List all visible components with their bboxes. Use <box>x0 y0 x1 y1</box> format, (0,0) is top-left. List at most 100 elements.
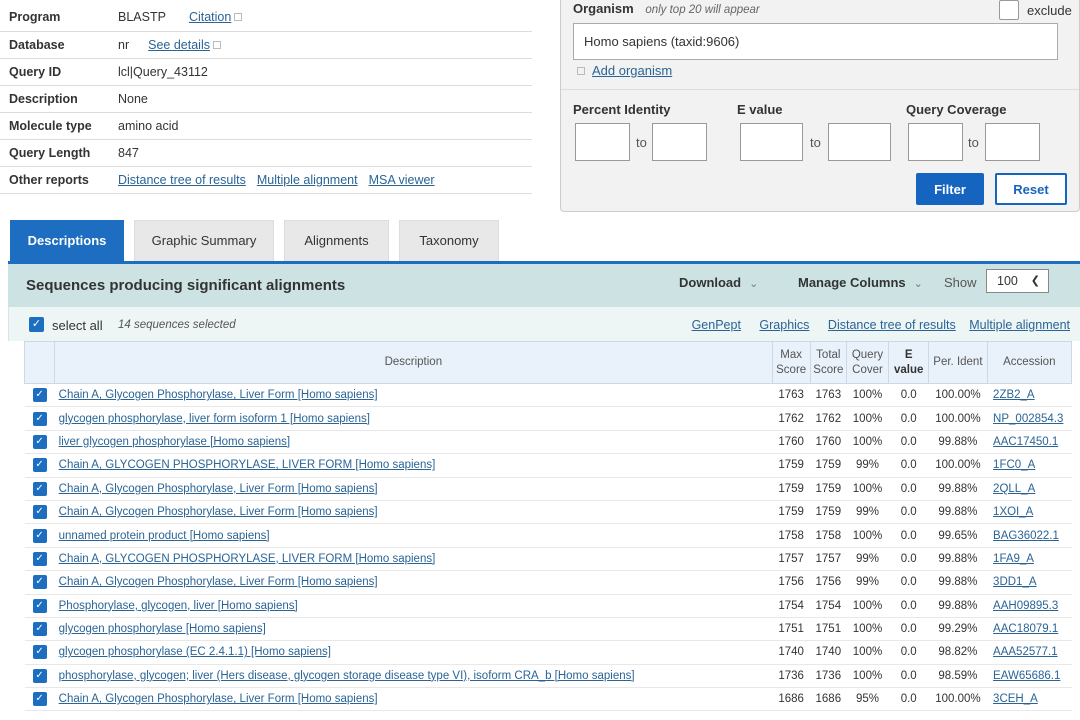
row-description-link[interactable]: unnamed protein product [Homo sapiens] <box>58 529 270 542</box>
organism-input[interactable]: Homo sapiens (taxid:9606) <box>573 23 1058 60</box>
reset-button[interactable]: Reset <box>995 173 1067 205</box>
col-e-value[interactable]: E value <box>888 341 930 384</box>
molecule-type-value: amino acid <box>118 119 179 133</box>
genpept-link[interactable]: GenPept <box>691 318 741 332</box>
row-description-link[interactable]: glycogen phosphorylase, liver form isofo… <box>58 412 370 425</box>
percent-identity-max-input[interactable] <box>652 123 707 161</box>
row-accession-link[interactable]: 1XOI_A <box>993 506 1034 519</box>
row-accession-link[interactable]: AAA52577.1 <box>993 646 1058 659</box>
distance-tree-link[interactable]: Distance tree of results <box>118 173 246 187</box>
col-query-cover[interactable]: Query Cover <box>845 341 890 384</box>
row-checkbox[interactable]: ✓ <box>32 434 47 449</box>
add-organism[interactable]: Add organism <box>577 63 672 78</box>
col-per-ident[interactable]: Per. Ident <box>928 341 988 384</box>
row-checkbox[interactable]: ✓ <box>32 458 47 473</box>
row-description-link[interactable]: liver glycogen phosphorylase [Homo sapie… <box>58 435 291 448</box>
row-checkbox[interactable]: ✓ <box>32 388 47 403</box>
row-checkbox[interactable]: ✓ <box>32 528 47 543</box>
row-accession: 1XOI_A <box>987 500 1072 525</box>
external-link-icon <box>212 41 221 49</box>
query-coverage-max-input[interactable] <box>985 123 1040 161</box>
query-info-table: Program BLASTP Citation Database nr See … <box>0 0 532 194</box>
row-description-link[interactable]: Chain A, Glycogen Phosphorylase, Liver F… <box>58 389 378 402</box>
row-accession-link[interactable]: BAG36022.1 <box>993 529 1059 542</box>
exclude-checkbox[interactable] <box>999 0 1019 20</box>
row-accession-link[interactable]: 1FC0_A <box>993 459 1036 472</box>
filter-button[interactable]: Filter <box>916 173 984 205</box>
row-checkbox-cell: ✓ <box>24 453 55 478</box>
row-description-link[interactable]: Phosphorylase, glycogen, liver [Homo sap… <box>58 599 298 612</box>
col-accession[interactable]: Accession <box>986 341 1073 384</box>
tab-graphic-summary[interactable]: Graphic Summary <box>134 220 274 261</box>
tab-taxonomy[interactable]: Taxonomy <box>399 220 499 261</box>
row-description-link[interactable]: Chain A, Glycogen Phosphorylase, Liver F… <box>58 693 378 706</box>
row-description-link[interactable]: glycogen phosphorylase [Homo sapiens] <box>58 623 266 636</box>
row-accession: NP_002854.3 <box>987 406 1072 431</box>
row-e-value: 0.0 <box>888 500 929 525</box>
row-description-link[interactable]: Chain A, Glycogen Phosphorylase, Liver F… <box>58 506 378 519</box>
tab-descriptions[interactable]: Descriptions <box>10 220 124 262</box>
row-accession-link[interactable]: AAC17450.1 <box>993 435 1059 448</box>
row-accession-link[interactable]: 3CEH_A <box>993 693 1038 706</box>
select-all-label[interactable]: select all <box>52 318 103 333</box>
row-accession: 3CEH_A <box>987 687 1072 712</box>
row-accession-link[interactable]: AAH09895.3 <box>993 599 1059 612</box>
col-description[interactable]: Description <box>54 341 773 384</box>
row-accession-link[interactable]: 3DD1_A <box>993 576 1037 589</box>
multiple-alignment-link[interactable]: Multiple alignment <box>256 173 358 187</box>
row-e-value: 0.0 <box>888 664 929 689</box>
graphics-link[interactable]: Graphics <box>759 318 810 332</box>
row-accession-link[interactable]: NP_002854.3 <box>993 412 1064 425</box>
row-checkbox[interactable]: ✓ <box>32 668 47 683</box>
row-checkbox[interactable]: ✓ <box>32 622 47 637</box>
row-accession: 1FC0_A <box>987 453 1072 478</box>
row-checkbox[interactable]: ✓ <box>32 575 47 590</box>
row-accession-link[interactable]: 2QLL_A <box>993 482 1036 495</box>
e-value-max-input[interactable] <box>828 123 891 161</box>
col-max-score[interactable]: Max Score <box>771 341 811 384</box>
see-details-link[interactable]: See details <box>148 38 210 52</box>
e-value-min-input[interactable] <box>740 123 803 161</box>
table-row: ✓ glycogen phosphorylase, liver form isof… <box>24 406 1072 431</box>
manage-columns-menu[interactable]: Manage Columns ⌄ <box>798 275 923 290</box>
row-description-link[interactable]: Chain A, Glycogen Phosphorylase, Liver F… <box>58 576 378 589</box>
tab-alignments[interactable]: Alignments <box>284 220 389 261</box>
select-all-checkbox[interactable]: ✓ <box>29 317 44 332</box>
row-description-link[interactable]: phosphorylase, glycogen; liver (Hers dis… <box>58 669 635 682</box>
row-total-score: 1760 <box>810 430 847 455</box>
col-total-score[interactable]: Total Score <box>809 341 847 384</box>
query-coverage-min-input[interactable] <box>908 123 963 161</box>
row-accession: AAH09895.3 <box>987 594 1072 618</box>
row-e-value: 0.0 <box>888 383 929 408</box>
row-checkbox-cell: ✓ <box>24 477 55 501</box>
row-accession-link[interactable]: AAC18079.1 <box>993 623 1059 636</box>
row-max-score: 1757 <box>772 547 811 572</box>
row-checkbox[interactable]: ✓ <box>32 505 47 520</box>
row-checkbox[interactable]: ✓ <box>32 598 47 613</box>
percent-identity-min-input[interactable] <box>575 123 630 161</box>
row-checkbox[interactable]: ✓ <box>32 411 47 426</box>
exclude-toggle[interactable]: exclude <box>999 0 1072 20</box>
row-description-link[interactable]: Chain A, Glycogen Phosphorylase, Liver F… <box>58 482 378 495</box>
multiple-alignment-link[interactable]: Multiple alignment <box>969 318 1070 332</box>
row-e-value: 0.0 <box>888 640 929 665</box>
row-checkbox[interactable]: ✓ <box>32 692 47 707</box>
show-count-select[interactable]: 100 ❮ <box>986 269 1049 293</box>
row-accession-link[interactable]: 2ZB2_A <box>993 389 1035 402</box>
citation-link[interactable]: Citation <box>188 9 232 24</box>
row-checkbox[interactable]: ✓ <box>32 551 47 566</box>
row-checkbox[interactable]: ✓ <box>32 645 47 660</box>
distance-tree-link[interactable]: Distance tree of results <box>827 318 956 332</box>
add-organism-link[interactable]: Add organism <box>592 63 673 78</box>
row-accession-link[interactable]: EAW65686.1 <box>993 669 1061 682</box>
row-query-cover: 99% <box>846 570 889 595</box>
msa-viewer-link[interactable]: MSA viewer <box>368 173 435 187</box>
row-description-link[interactable]: Chain A, GLYCOGEN PHOSPHORYLASE, LIVER F… <box>58 552 436 565</box>
row-description-link[interactable]: glycogen phosphorylase (EC 2.4.1.1) [Hom… <box>58 646 331 659</box>
row-checkbox[interactable]: ✓ <box>32 481 47 496</box>
row-accession-link[interactable]: 1FA9_A <box>993 552 1034 565</box>
row-description-link[interactable]: Chain A, GLYCOGEN PHOSPHORYLASE, LIVER F… <box>58 459 436 472</box>
download-menu[interactable]: Download ⌄ <box>679 275 758 290</box>
row-query-cover: 95% <box>846 687 889 712</box>
row-description: Chain A, Glycogen Phosphorylase, Liver F… <box>54 383 773 408</box>
